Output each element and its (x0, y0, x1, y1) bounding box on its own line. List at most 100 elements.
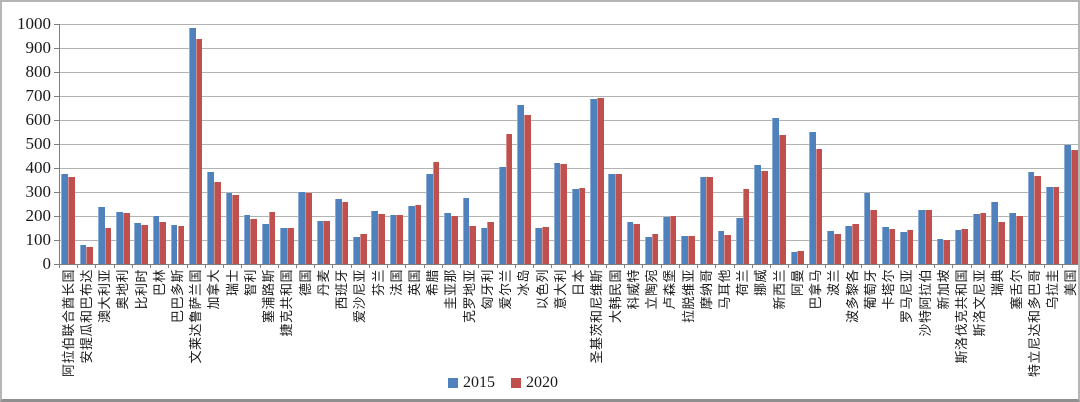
bar-2015 (316, 220, 324, 264)
bar-2020 (396, 215, 403, 264)
bar-2015 (681, 236, 688, 264)
x-tick-mark (496, 264, 498, 268)
category-label: 奥地利 (115, 269, 131, 310)
bar-2020 (961, 229, 969, 264)
bar-2020 (688, 236, 695, 264)
bar-2015 (498, 166, 506, 264)
y-tick-mark (54, 192, 59, 193)
y-tick-label: 500 (25, 134, 52, 153)
category-label: 澳大利亚 (97, 269, 113, 324)
bar-2015 (1064, 144, 1071, 264)
category-label: 斯洛文尼亚 (972, 269, 988, 337)
x-tick-mark (150, 264, 152, 268)
category-label: 捷克共和国 (279, 269, 295, 337)
legend-label-2015: 2015 (463, 374, 495, 391)
x-tick-mark (296, 264, 298, 268)
gridline (59, 72, 1078, 73)
y-tick-mark (54, 216, 59, 217)
bar-2015 (863, 192, 871, 264)
x-tick-mark (569, 264, 571, 268)
y-axis-line (59, 24, 60, 268)
bar-2020 (141, 224, 148, 264)
bar-2020 (870, 209, 878, 264)
x-tick-mark (277, 264, 279, 268)
y-tick-mark (54, 72, 59, 73)
bar-2020 (742, 188, 750, 264)
category-label: 西班牙 (334, 269, 350, 310)
bar-2020 (359, 234, 367, 264)
gridline (59, 192, 1078, 193)
bar-2015 (808, 132, 816, 264)
bar-2020 (341, 202, 349, 264)
y-tick-label: 600 (25, 110, 52, 129)
bar-2015 (189, 27, 196, 264)
bar-2015 (389, 215, 397, 264)
y-tick-label: 700 (25, 86, 52, 105)
category-label: 英国 (407, 269, 423, 297)
bar-2015 (626, 222, 634, 264)
x-tick-mark (605, 264, 607, 268)
category-label: 比利时 (133, 269, 149, 310)
bar-2015 (881, 227, 889, 264)
x-tick-mark (95, 264, 97, 268)
legend-swatch-2015 (448, 378, 458, 388)
bar-2020 (177, 225, 185, 264)
bar-2020 (615, 174, 622, 264)
bar-2020 (651, 233, 659, 264)
category-label: 日本 (571, 269, 587, 297)
x-tick-mark (952, 264, 954, 268)
x-tick-mark (1061, 264, 1063, 268)
x-tick-mark (223, 264, 225, 268)
gridline (59, 24, 1078, 25)
category-label: 塞舌尔 (1008, 269, 1024, 310)
bar-2020 (852, 223, 859, 264)
category-label: 巴巴多斯 (170, 269, 185, 324)
bar-2015 (699, 176, 707, 264)
category-label: 罗马尼亚 (899, 269, 915, 324)
bar-2015 (900, 232, 907, 264)
bar-2015 (207, 171, 214, 264)
x-tick-mark (387, 264, 389, 268)
bar-2020 (888, 229, 896, 264)
x-tick-mark (897, 264, 899, 268)
bar-2020 (578, 187, 586, 264)
bar-2015 (590, 99, 597, 264)
category-label: 瑞典 (990, 269, 1006, 297)
x-tick-mark (1007, 264, 1009, 268)
category-label: 德国 (297, 269, 313, 297)
x-tick-mark (697, 264, 699, 268)
y-tick-mark (54, 24, 59, 25)
y-tick-mark (54, 48, 59, 49)
bar-2020 (250, 218, 258, 264)
bar-2020 (997, 221, 1005, 264)
bar-2015 (1027, 171, 1035, 264)
bar-2015 (918, 210, 925, 264)
bar-2015 (790, 252, 798, 264)
bar-2020 (414, 204, 422, 264)
category-label: 沙特阿拉伯 (917, 269, 933, 337)
x-tick-mark (624, 264, 626, 268)
bar-2015 (571, 189, 579, 264)
bar-2015 (371, 211, 379, 264)
category-label: 克罗地亚 (461, 269, 477, 324)
category-label: 新西兰 (771, 269, 787, 310)
legend-swatch-2020 (511, 378, 521, 388)
category-label: 葡萄牙 (862, 269, 878, 310)
category-label: 摩纳哥 (698, 269, 714, 310)
bar-2015 (334, 198, 342, 264)
category-label: 荷兰 (735, 269, 751, 297)
x-tick-mark (131, 264, 133, 268)
bar-2020 (925, 209, 932, 264)
bar-2020 (213, 181, 221, 264)
y-tick-label: 900 (25, 38, 52, 57)
x-tick-mark (460, 264, 462, 268)
x-tick-mark (77, 264, 79, 268)
bar-2020 (633, 223, 640, 264)
category-label: 巴林 (151, 269, 167, 297)
bar-2015 (845, 226, 853, 264)
bar-2020 (943, 240, 950, 264)
bar-2020 (195, 38, 203, 264)
category-label: 爱尔兰 (498, 269, 514, 310)
category-label: 波多黎各 (844, 269, 860, 324)
x-tick-mark (660, 264, 662, 268)
